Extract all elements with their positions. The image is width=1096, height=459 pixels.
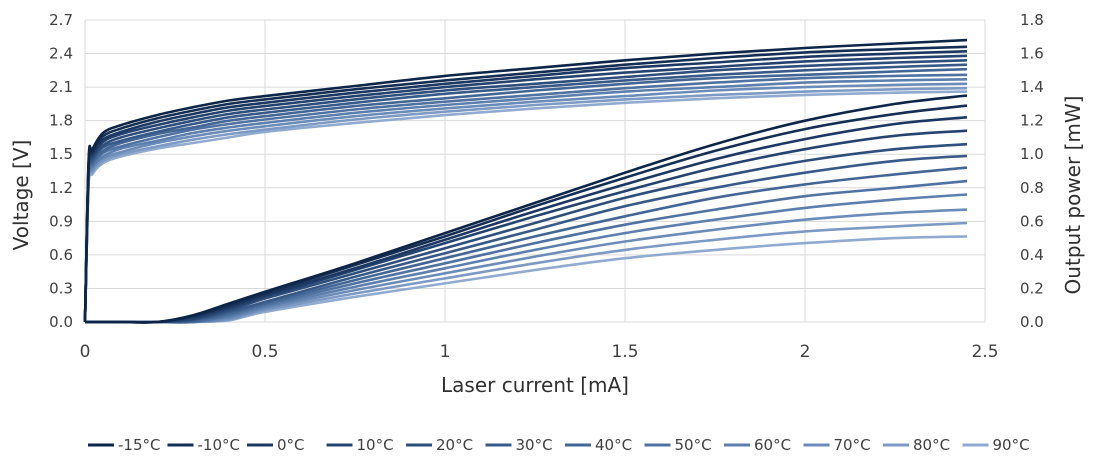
legend-item: 80°C [883,436,950,454]
y-right-tick-label: 0.6 [1020,212,1044,230]
voltage-line [83,86,968,323]
y-right-tick-label: 0.8 [1020,179,1044,197]
legend-item: 60°C [724,436,791,454]
y-left-tick-label: 1.5 [49,145,73,163]
x-tick-label: 0.5 [251,342,278,362]
legend-label: 50°C [675,436,712,454]
y-left-tick-label: 2.7 [49,11,73,29]
y-left-tick-label: 0.9 [49,212,73,230]
legend-label: -15°C [118,436,160,454]
y-left-tick-label: 1.2 [49,179,73,197]
voltage-line [83,50,968,323]
legend-item: 90°C [962,436,1030,454]
legend-label: 30°C [516,436,553,454]
legend-item: -15°C [88,436,160,454]
voltage-line [83,82,968,323]
voltage-line [83,78,968,323]
y-right-tick-label: 1.0 [1020,145,1044,163]
legend-item: 40°C [565,436,632,454]
x-tick-label: 2 [800,342,811,362]
legend-label: 0°C [277,436,305,454]
legend: -15°C -10°C 0°C 10°C 20°C 30°C 40°C 50°C 60°C 70°… [88,436,1030,454]
legend-label: 20°C [436,436,473,454]
y-left-tick-label: 0.0 [49,313,73,331]
legend-item: 10°C [326,436,394,454]
y-right-tick-label: 1.2 [1020,112,1044,130]
power-line [85,94,968,324]
voltage-line [83,73,968,323]
x-tick-label: 2.5 [971,342,998,362]
voltage-line [83,38,968,323]
x-axis-title: Laser current [mA] [441,373,629,397]
legend-label: 90°C [993,436,1030,454]
legend-label: 40°C [595,436,632,454]
y-left-tick-label: 0.3 [49,279,73,297]
legend-item: -10°C [167,436,240,454]
gridlines [84,19,986,323]
y-axis-left-title: Voltage [V] [9,140,33,251]
y-right-tick-label: 0.2 [1020,279,1044,297]
legend-item: 20°C [406,436,473,454]
legend-item: 50°C [644,436,712,454]
y-right-tick-label: 1.6 [1020,45,1044,63]
y-right-tick-label: 1.4 [1020,78,1044,96]
legend-item: 30°C [485,436,553,454]
y-left-tick-label: 2.1 [49,78,73,96]
voltage-line [83,90,968,323]
voltage-line [83,45,968,323]
legend-label: 70°C [834,436,871,454]
y-right-tick-label: 0.4 [1020,246,1044,264]
y-left-tick-label: 0.6 [49,246,73,264]
legend-label: 60°C [754,436,791,454]
y-left-tick-label: 2.4 [49,45,73,63]
legend-item: 70°C [803,436,871,454]
voltage-line [83,67,968,323]
tick-labels: 0.0 0.3 0.6 0.9 1.2 1.5 1.8 2.1 2.4 2.7 0.0 0.2 0.4 0… [49,11,1044,362]
x-tick-label: 0 [80,342,91,362]
legend-item: 0°C [247,436,305,454]
voltage-line [83,59,968,323]
y-right-tick-label: 1.8 [1020,11,1044,29]
y-axis-right-title: Output power [mW] [1061,96,1085,295]
legend-label: -10°C [198,436,240,454]
legend-label: 10°C [357,436,394,454]
legend-label: 80°C [913,436,950,454]
series-lines [83,38,968,324]
x-tick-label: 1.5 [611,342,638,362]
y-left-tick-label: 1.8 [49,112,73,130]
y-right-tick-label: 0.0 [1020,313,1044,331]
x-tick-label: 1 [440,342,451,362]
